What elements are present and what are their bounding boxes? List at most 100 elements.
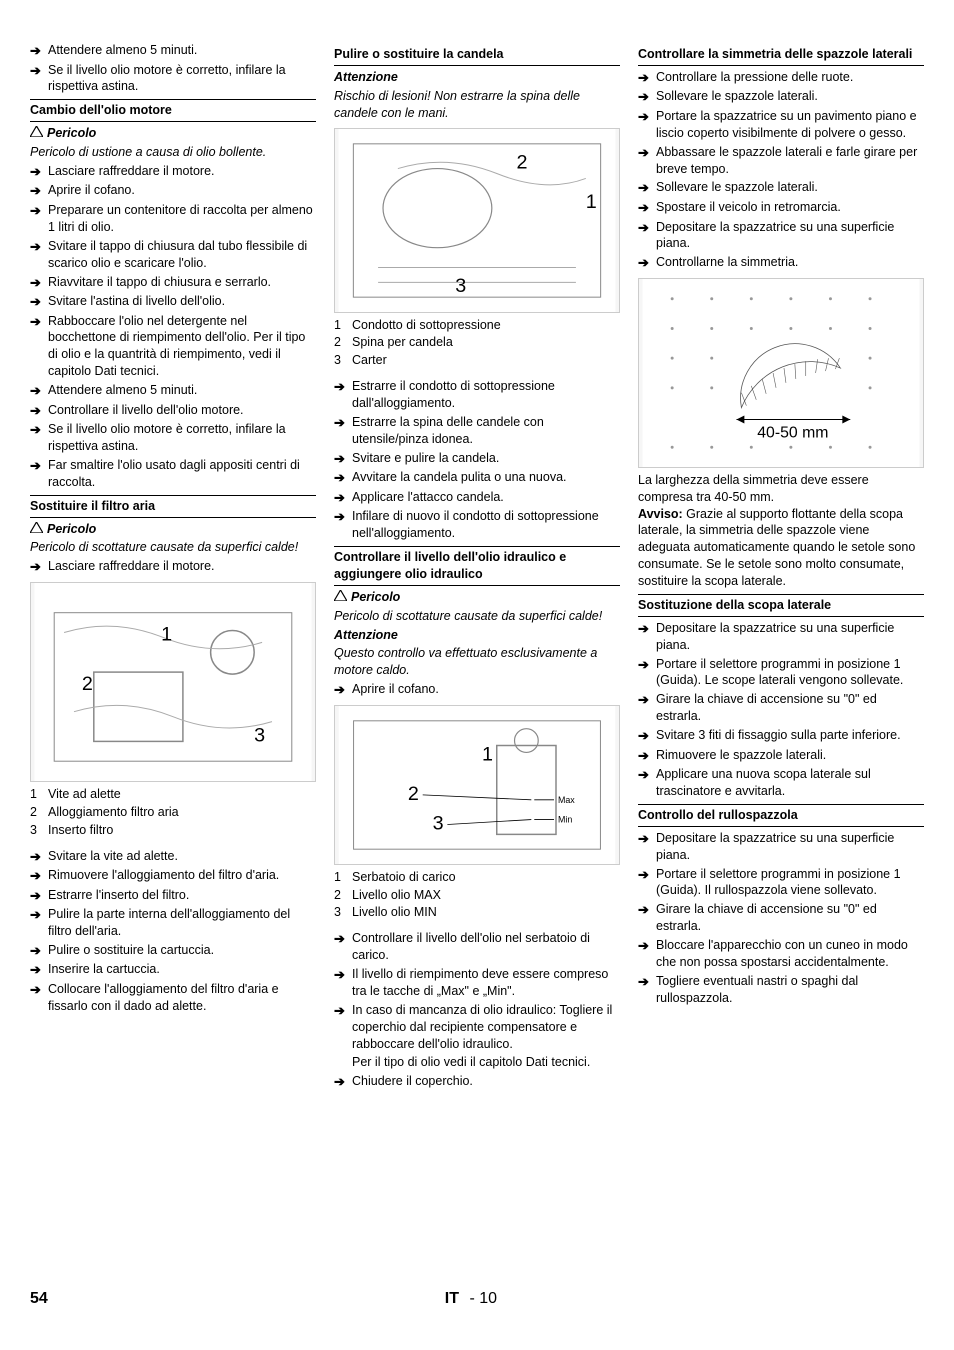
arrow-icon: ➔ xyxy=(638,254,656,272)
text: Pulire o sostituire la cartuccia. xyxy=(48,942,316,959)
svg-text:3: 3 xyxy=(254,724,265,746)
arrow-icon: ➔ xyxy=(30,848,48,866)
list-item: ➔Inserire la cartuccia. xyxy=(30,961,316,979)
list-item: ➔Sollevare le spazzole laterali. xyxy=(638,179,924,197)
text: Lasciare raffreddare il motore. xyxy=(48,558,316,575)
list-item: ➔Rabboccare l'olio nel detergente nel bo… xyxy=(30,313,316,381)
warning-text: Pericolo di ustione a causa di olio boll… xyxy=(30,144,316,161)
arrow-icon: ➔ xyxy=(638,656,656,674)
arrow-icon: ➔ xyxy=(638,620,656,638)
text: Per il tipo di olio vedi il capitolo Dat… xyxy=(334,1054,620,1071)
page-footer: 54 IT - 10 xyxy=(30,1288,924,1310)
text: Svitare e pulire la candela. xyxy=(352,450,620,467)
arrow-icon: ➔ xyxy=(334,930,352,948)
text: Condotto di sottopressione xyxy=(352,317,501,334)
list-item: ➔Portare il selettore programmi in posiz… xyxy=(638,656,924,690)
section-heading: Controllo del rullospazzola xyxy=(638,804,924,827)
arrow-icon: ➔ xyxy=(334,469,352,487)
text: Avviso: Grazie al supporto flottante del… xyxy=(638,506,924,590)
text: Sollevare le spazzole laterali. xyxy=(656,179,924,196)
text: Controllare la pressione delle ruote. xyxy=(656,69,924,86)
arrow-icon: ➔ xyxy=(638,108,656,126)
legend-item: 1Serbatoio di carico xyxy=(334,869,620,886)
list-item: ➔Attendere almeno 5 minuti. xyxy=(30,382,316,400)
svg-text:Max: Max xyxy=(558,794,575,804)
list-item: ➔Se il livello olio motore è corretto, i… xyxy=(30,421,316,455)
text: Rabboccare l'olio nel detergente nel boc… xyxy=(48,313,316,381)
text: Svitare il tappo di chiusura dal tubo fl… xyxy=(48,238,316,272)
text: Depositare la spazzatrice su una superfi… xyxy=(656,620,924,654)
list-item: ➔Applicare una nuova scopa laterale sul … xyxy=(638,766,924,800)
list-item: ➔Il livello di riempimento deve essere c… xyxy=(334,966,620,1000)
section-heading: Controllare la simmetria delle spazzole … xyxy=(638,44,924,66)
list-item: ➔Depositare la spazzatrice su una superf… xyxy=(638,620,924,654)
text: Estrarre l'inserto del filtro. xyxy=(48,887,316,904)
list-item: ➔Pulire la parte interna dell'alloggiame… xyxy=(30,906,316,940)
text: Svitare 3 fiti di fissaggio sulla parte … xyxy=(656,727,924,744)
list-item: ➔Svitare 3 fiti di fissaggio sulla parte… xyxy=(638,727,924,745)
arrow-icon: ➔ xyxy=(638,88,656,106)
text: Bloccare l'apparecchio con un cuneo in m… xyxy=(656,937,924,971)
warning-icon xyxy=(30,125,43,136)
text: Alloggiamento filtro aria xyxy=(48,804,179,821)
legend-item: 3Inserto filtro xyxy=(30,822,316,839)
arrow-icon: ➔ xyxy=(30,981,48,999)
list-item: ➔Controllare la pressione delle ruote. xyxy=(638,69,924,87)
text: Livello olio MAX xyxy=(352,887,441,904)
attention-label: Attenzione xyxy=(334,69,620,86)
list-item: ➔Portare la spazzatrice su un pavimento … xyxy=(638,108,924,142)
list-item: ➔Depositare la spazzatrice su una superf… xyxy=(638,219,924,253)
text: Spostare il veicolo in retromarcia. xyxy=(656,199,924,216)
arrow-icon: ➔ xyxy=(334,1002,352,1020)
arrow-icon: ➔ xyxy=(334,450,352,468)
arrow-icon: ➔ xyxy=(30,906,48,924)
list-item: ➔Aprire il cofano. xyxy=(334,681,620,699)
num: 2 xyxy=(334,887,352,904)
list-item: ➔Lasciare raffreddare il motore. xyxy=(30,558,316,576)
sub-page: 10 xyxy=(479,1290,497,1307)
hazard-text: Pericolo xyxy=(47,126,96,140)
text: Applicare l'attacco candela. xyxy=(352,489,620,506)
section-heading: Sostituzione della scopa laterale xyxy=(638,594,924,617)
list-item: ➔Svitare e pulire la candela. xyxy=(334,450,620,468)
text: Livello olio MIN xyxy=(352,904,437,921)
legend-item: 2Spina per candela xyxy=(334,334,620,351)
text: Attendere almeno 5 minuti. xyxy=(48,382,316,399)
text: Far smaltire l'olio usato dagli appositi… xyxy=(48,457,316,491)
svg-text:Min: Min xyxy=(558,814,572,824)
list-item: ➔Bloccare l'apparecchio con un cuneo in … xyxy=(638,937,924,971)
legend-item: 2Alloggiamento filtro aria xyxy=(30,804,316,821)
arrow-icon: ➔ xyxy=(334,378,352,396)
text: Depositare la spazzatrice su una superfi… xyxy=(656,219,924,253)
arrow-icon: ➔ xyxy=(30,62,48,80)
arrow-icon: ➔ xyxy=(30,238,48,256)
list-item: ➔Depositare la spazzatrice su una superf… xyxy=(638,830,924,864)
list-item: ➔Rimuovere l'alloggiamento del filtro d'… xyxy=(30,867,316,885)
arrow-icon: ➔ xyxy=(30,202,48,220)
arrow-icon: ➔ xyxy=(638,830,656,848)
svg-text:3: 3 xyxy=(455,275,466,297)
warning-text: Pericolo di scottature causate da superf… xyxy=(30,539,316,556)
text: Controllare il livello dell'olio motore. xyxy=(48,402,316,419)
list-item: ➔Applicare l'attacco candela. xyxy=(334,489,620,507)
hazard-label: Pericolo xyxy=(334,589,620,606)
arrow-icon: ➔ xyxy=(30,313,48,331)
arrow-icon: ➔ xyxy=(638,219,656,237)
section-heading: Controllare il livello dell'olio idrauli… xyxy=(334,546,620,586)
list-item: ➔Pulire o sostituire la cartuccia. xyxy=(30,942,316,960)
svg-text:1: 1 xyxy=(161,623,172,645)
arrow-icon: ➔ xyxy=(30,42,48,60)
arrow-icon: ➔ xyxy=(334,1073,352,1091)
arrow-icon: ➔ xyxy=(30,274,48,292)
warning-icon xyxy=(30,521,43,532)
warning-text: Rischio di lesioni! Non estrarre la spin… xyxy=(334,88,620,122)
text: Svitare la vite ad alette. xyxy=(48,848,316,865)
footer-center: IT - 10 xyxy=(48,1288,894,1310)
text: La larghezza della simmetria deve essere… xyxy=(638,472,924,506)
list-item: ➔Svitare l'astina di livello dell'olio. xyxy=(30,293,316,311)
text: Togliere eventuali nastri o spaghi dal r… xyxy=(656,973,924,1007)
text: Pulire la parte interna dell'alloggiamen… xyxy=(48,906,316,940)
list-item: ➔Estrarre il condotto di sottopressione … xyxy=(334,378,620,412)
text: Controllare il livello dell'olio nel ser… xyxy=(352,930,620,964)
text: Applicare una nuova scopa laterale sul t… xyxy=(656,766,924,800)
